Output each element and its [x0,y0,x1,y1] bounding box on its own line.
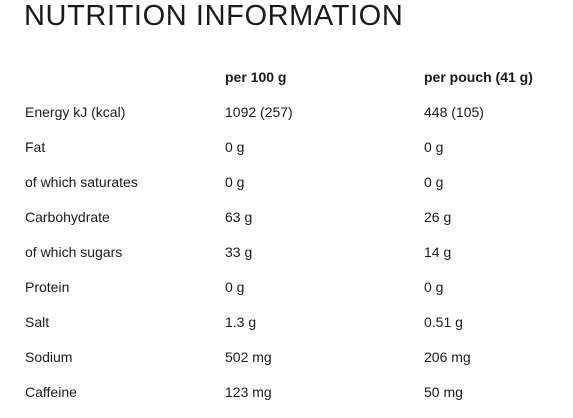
value-per-pouch: 0 g [424,279,444,295]
value-per-100g: 33 g [225,244,253,260]
nutrient-label: of which sugars [25,244,123,260]
table-row: Fat 0 g 0 g [0,138,573,173]
nutrient-label: Salt [25,314,50,330]
nutrient-label: Sodium [25,349,73,365]
value-per-pouch: 26 g [424,209,452,225]
table-row: of which saturates 0 g 0 g [0,173,573,208]
nutrient-label: Energy kJ (kcal) [25,104,126,120]
column-header-per-pouch: per pouch (41 g) [424,69,533,85]
value-per-pouch: 0 g [424,174,444,190]
table-row: Protein 0 g 0 g [0,278,573,313]
nutrient-label: of which saturates [25,174,138,190]
value-per-pouch: 206 mg [424,349,471,365]
nutrient-label: Carbohydrate [25,209,110,225]
value-per-100g: 63 g [225,209,253,225]
value-per-100g: 502 mg [225,349,272,365]
value-per-pouch: 14 g [424,244,452,260]
table-row: Sodium 502 mg 206 mg [0,348,573,383]
value-per-pouch: 448 (105) [424,104,484,120]
value-per-100g: 0 g [225,174,245,190]
value-per-pouch: 0.51 g [424,314,463,330]
table-row: Carbohydrate 63 g 26 g [0,208,573,243]
value-per-100g: 0 g [225,279,245,295]
nutrient-label: Protein [25,279,70,295]
value-per-100g: 123 mg [225,384,272,400]
value-per-100g: 1092 (257) [225,104,293,120]
nutrition-table: Energy kJ (kcal) 1092 (257) 448 (105) Fa… [0,103,573,418]
value-per-pouch: 0 g [424,139,444,155]
column-header-per-100g: per 100 g [225,69,287,85]
nutrient-label: Fat [25,139,46,155]
table-row: Energy kJ (kcal) 1092 (257) 448 (105) [0,103,573,138]
nutrient-label: Caffeine [25,384,77,400]
table-row: Caffeine 123 mg 50 mg [0,383,573,418]
table-row: Salt 1.3 g 0.51 g [0,313,573,348]
value-per-pouch: 50 mg [424,384,463,400]
value-per-100g: 0 g [225,139,245,155]
page-title: NUTRITION INFORMATION [24,0,404,32]
table-row: of which sugars 33 g 14 g [0,243,573,278]
value-per-100g: 1.3 g [225,314,257,330]
